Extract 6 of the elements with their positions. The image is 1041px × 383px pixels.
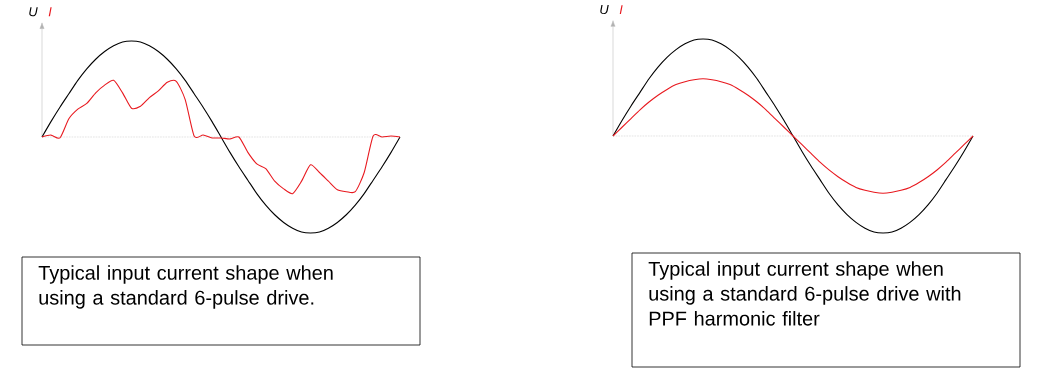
text: I bbox=[619, 5, 623, 15]
text: Typical input current shape when using a standard 6-pulse drive with PPF harmonic filter bbox=[648, 261, 961, 326]
text: U bbox=[29, 7, 38, 17]
text: Typical input current shape when using a standard 6-pulse drive. bbox=[38, 265, 333, 309]
text: U bbox=[600, 5, 609, 15]
text: I bbox=[48, 7, 52, 17]
